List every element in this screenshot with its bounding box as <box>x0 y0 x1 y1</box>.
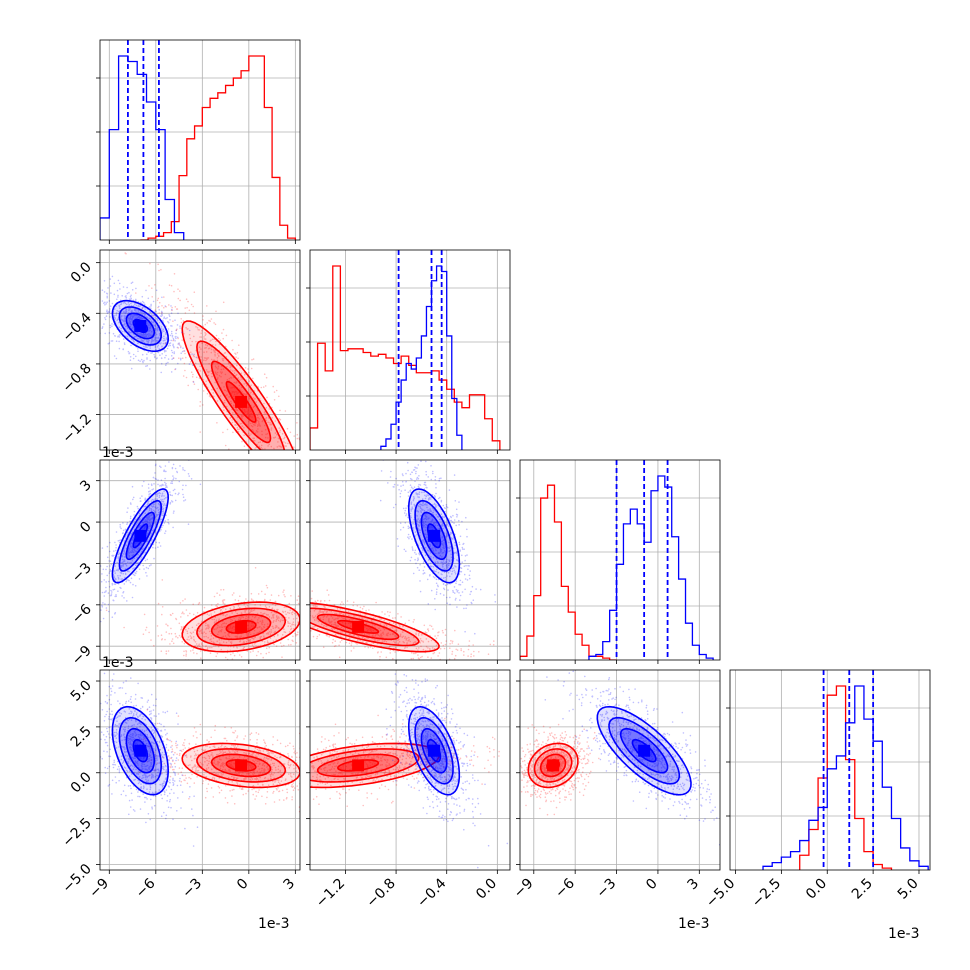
density-peak <box>352 620 365 633</box>
density-peak <box>638 744 651 757</box>
axes-frame <box>729 669 931 871</box>
scatter-panel-1-0: −1.2 −0.8 −0.4 0.0 <box>59 249 301 454</box>
histogram-panel-3: −5.0 −2.5 0.0 2.5 5.0 <box>703 669 931 911</box>
histogram-panel-2 <box>516 459 721 664</box>
histogram-line <box>380 265 463 450</box>
axes-frame <box>99 459 301 661</box>
histogram-panel-1 <box>306 249 511 454</box>
scatter-panel-3-2: −9 −6 −3 0 3 <box>511 669 721 902</box>
density-peak <box>134 529 147 542</box>
axes-frame <box>309 459 511 661</box>
scatter-panel-2-0: −9 −6 −3 0 3 <box>69 459 301 669</box>
x-tick-label: −2.5 <box>749 876 784 911</box>
density-peak <box>235 395 248 408</box>
density-peak <box>428 744 441 757</box>
x-tick-label: 3 <box>685 876 703 894</box>
axes-frame <box>519 669 721 871</box>
y-tick-label: 0.0 <box>68 259 95 286</box>
x-tick-label: 0.0 <box>803 876 830 903</box>
density-peak <box>235 620 248 633</box>
y-tick-label: −0.8 <box>59 360 94 395</box>
x-offset-label: 1e-3 <box>678 916 709 932</box>
x-tick-label: −9 <box>86 876 112 902</box>
density-peak <box>134 319 147 332</box>
y-offset-label: 1e-3 <box>102 655 133 671</box>
density-peak <box>428 529 441 542</box>
x-tick-label: −3 <box>179 876 205 902</box>
x-tick-label: −6 <box>133 875 159 901</box>
x-offset-label: 1e-3 <box>888 926 919 942</box>
x-tick-label: −3 <box>593 876 619 902</box>
x-tick-label: −0.4 <box>414 875 449 910</box>
density-peak <box>235 759 248 772</box>
scatter-points <box>385 673 509 869</box>
y-tick-label: 3 <box>77 477 95 495</box>
y-tick-label: −1.2 <box>59 411 94 446</box>
axes-frame <box>309 669 511 871</box>
x-tick-label: −0.8 <box>364 876 399 911</box>
x-tick-label: 2.5 <box>849 876 876 903</box>
y-tick-label: 2.5 <box>68 723 95 750</box>
y-tick-label: −3 <box>69 560 95 586</box>
x-tick-label: −5.0 <box>703 876 738 911</box>
axes-frame <box>99 39 301 241</box>
y-tick-label: 0 <box>77 519 95 537</box>
histogram-line <box>140 55 296 240</box>
x-tick-label: −1.2 <box>313 876 348 911</box>
axes-frame <box>519 459 721 661</box>
y-tick-label: −9 <box>69 643 95 669</box>
axes-frame <box>309 249 511 451</box>
histogram-panel-0 <box>96 39 301 244</box>
density-contour <box>310 602 440 653</box>
histogram-line <box>100 55 185 240</box>
density-peak <box>134 744 147 757</box>
density-peak <box>547 759 560 772</box>
x-tick-label: −6 <box>552 875 578 901</box>
x-tick-label: 3 <box>281 876 299 894</box>
axes-frame <box>99 249 301 451</box>
y-tick-label: −0.4 <box>59 310 94 345</box>
y-tick-label: −2.5 <box>59 815 94 850</box>
histogram-line <box>799 685 893 870</box>
density-peak <box>352 759 365 772</box>
y-offset-label: 1e-3 <box>102 445 133 461</box>
x-offset-label: 1e-3 <box>258 916 289 932</box>
x-tick-label: 0 <box>643 876 661 894</box>
y-tick-label: 0.0 <box>68 769 95 796</box>
density-contour <box>196 340 286 450</box>
density-contour <box>310 748 420 783</box>
y-tick-label: −6 <box>69 601 95 627</box>
x-tick-label: 5.0 <box>895 876 922 903</box>
histogram-line <box>520 484 617 660</box>
histogram-line <box>310 265 501 450</box>
histogram-line <box>762 685 929 870</box>
x-tick-label: 0 <box>234 876 252 894</box>
x-tick-label: −9 <box>511 876 537 902</box>
histogram-line <box>588 475 714 660</box>
axes-frame <box>99 669 301 871</box>
scatter-panel-2-1 <box>306 459 511 664</box>
y-tick-label: 5.0 <box>68 678 95 705</box>
scatter-points <box>105 567 300 660</box>
x-tick-label: 0.0 <box>473 876 500 903</box>
density-contour <box>310 607 420 647</box>
density-contour <box>181 320 295 450</box>
